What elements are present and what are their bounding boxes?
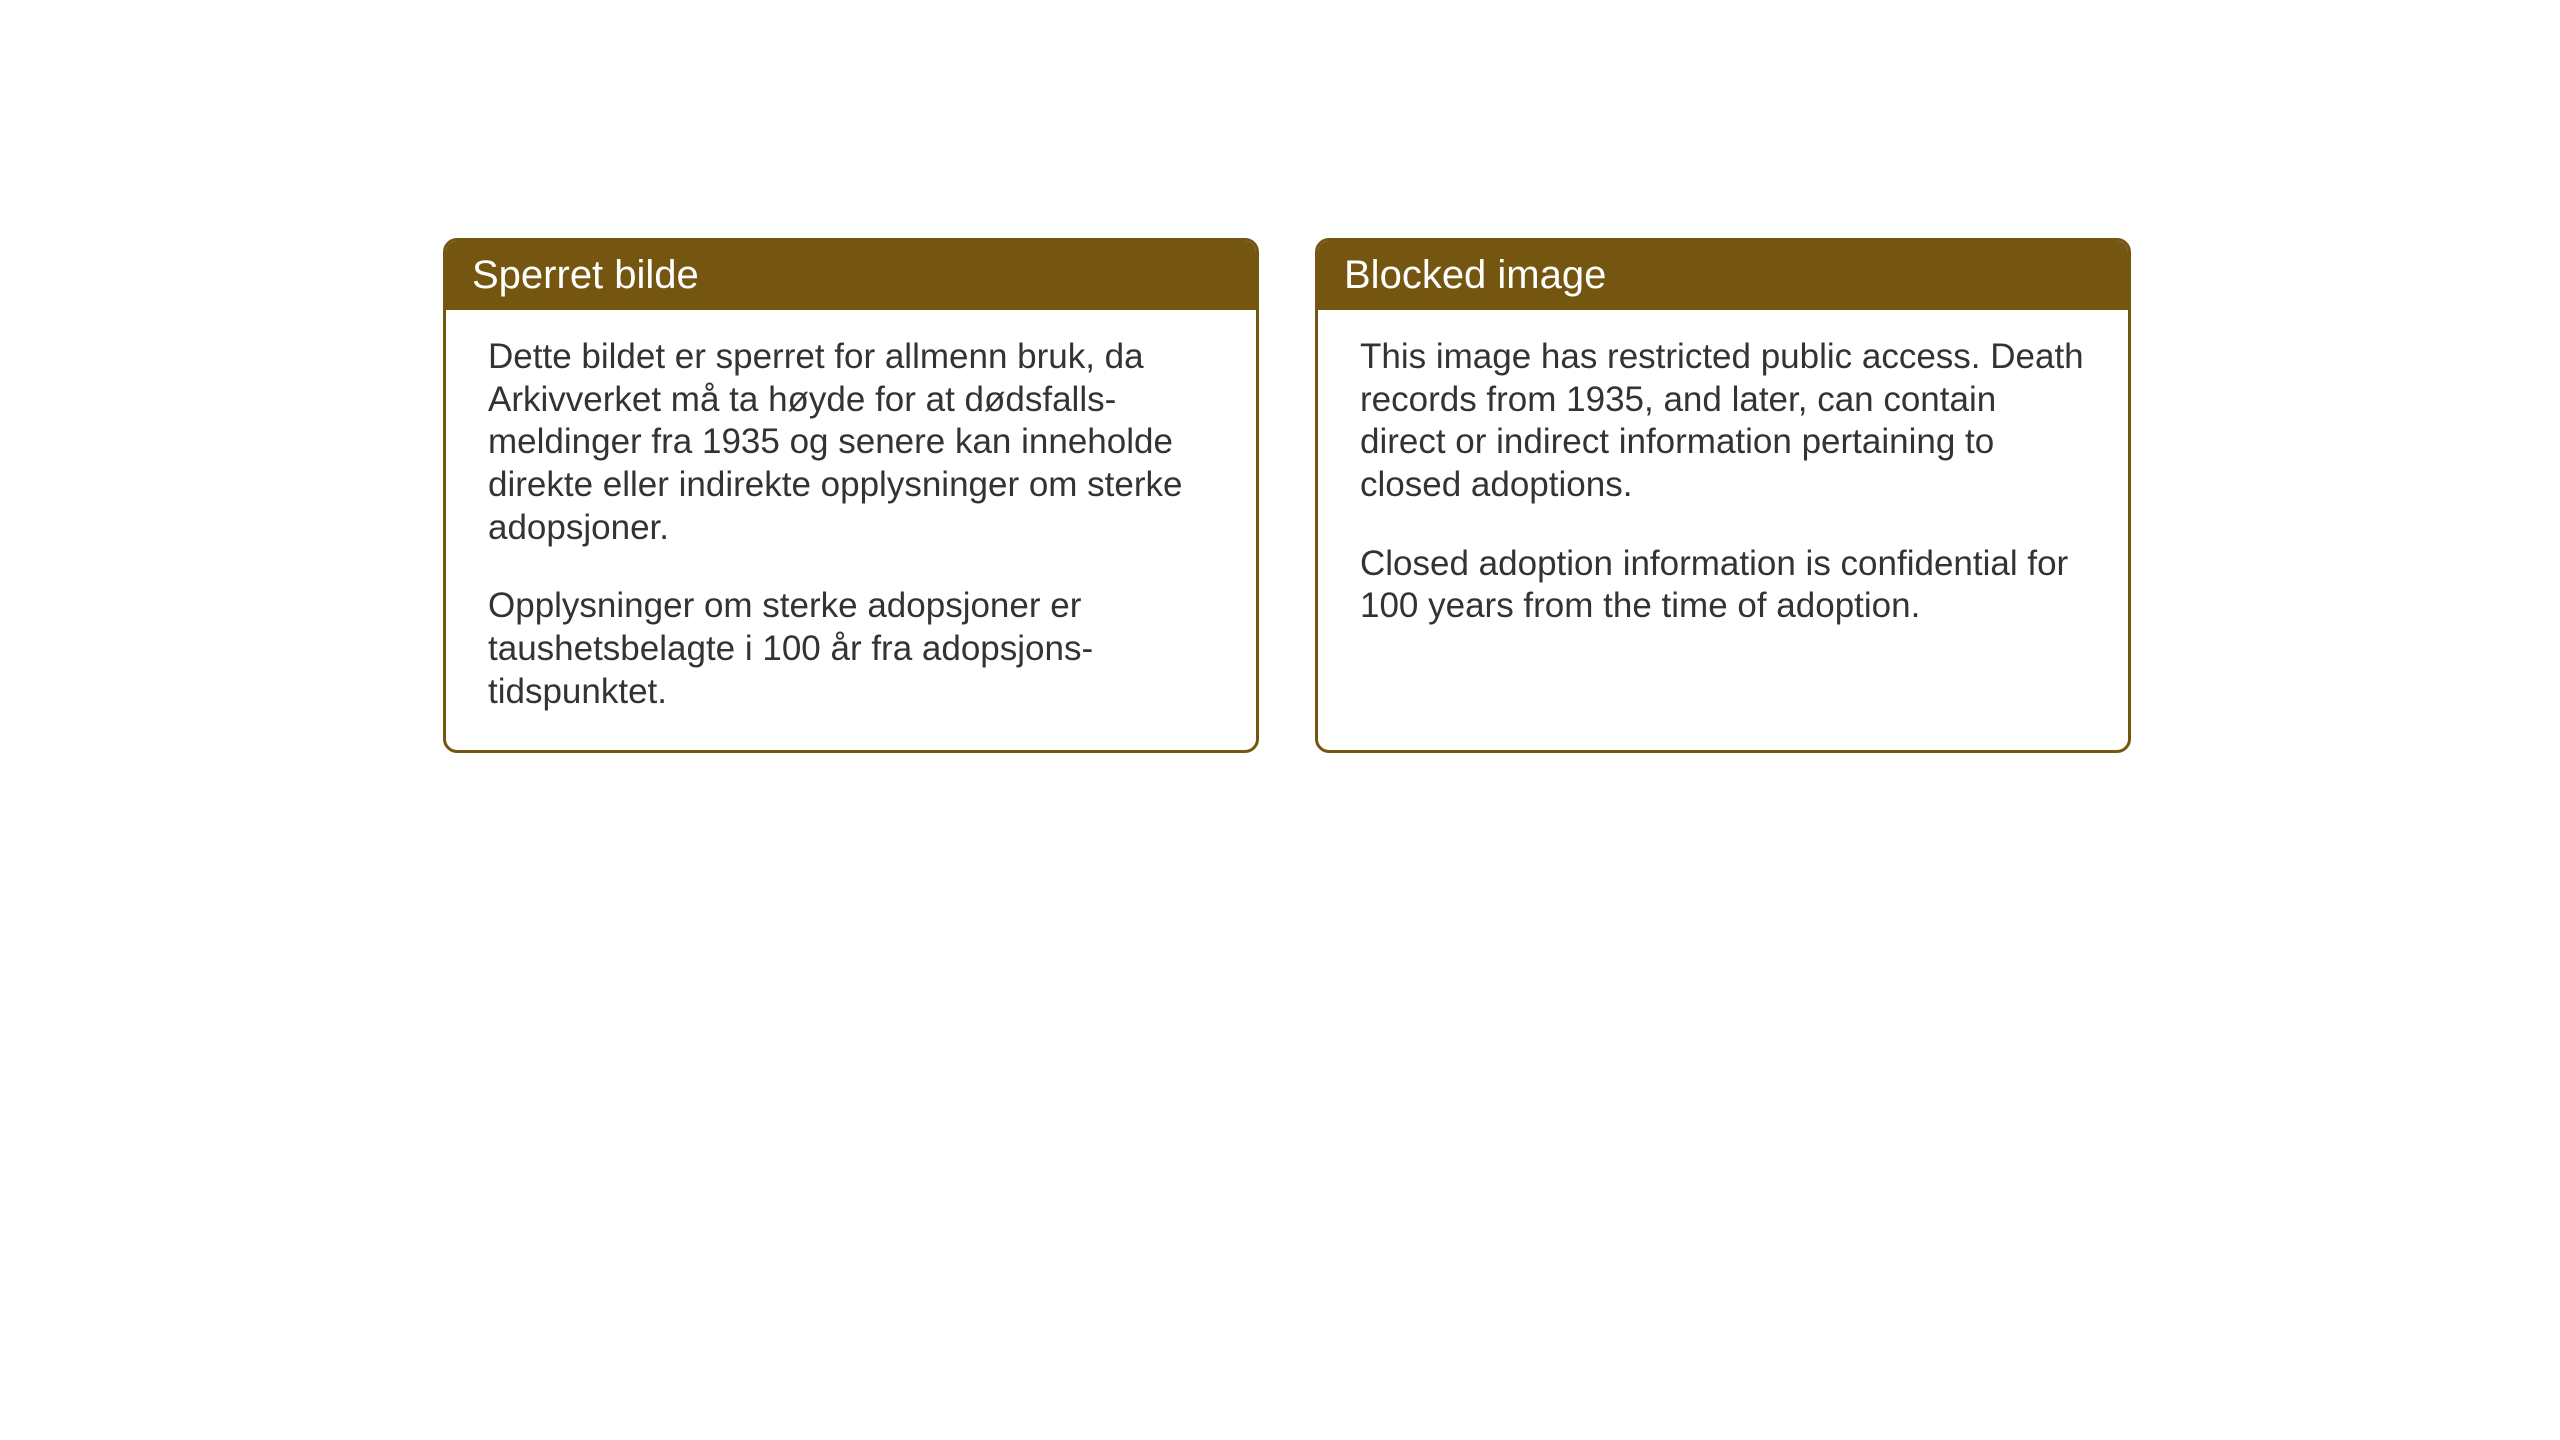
card-paragraph: Closed adoption information is confident… xyxy=(1360,543,2086,628)
card-header-norwegian: Sperret bilde xyxy=(446,241,1256,310)
card-title: Sperret bilde xyxy=(472,253,699,297)
card-norwegian: Sperret bilde Dette bildet er sperret fo… xyxy=(443,238,1259,753)
card-body-norwegian: Dette bildet er sperret for allmenn bruk… xyxy=(446,310,1256,750)
card-header-english: Blocked image xyxy=(1318,241,2128,310)
card-paragraph: Dette bildet er sperret for allmenn bruk… xyxy=(488,336,1214,549)
card-paragraph: Opplysninger om sterke adopsjoner er tau… xyxy=(488,585,1214,713)
cards-container: Sperret bilde Dette bildet er sperret fo… xyxy=(443,238,2131,753)
card-paragraph: This image has restricted public access.… xyxy=(1360,336,2086,507)
card-title: Blocked image xyxy=(1344,253,1606,297)
card-body-english: This image has restricted public access.… xyxy=(1318,310,2128,730)
card-english: Blocked image This image has restricted … xyxy=(1315,238,2131,753)
